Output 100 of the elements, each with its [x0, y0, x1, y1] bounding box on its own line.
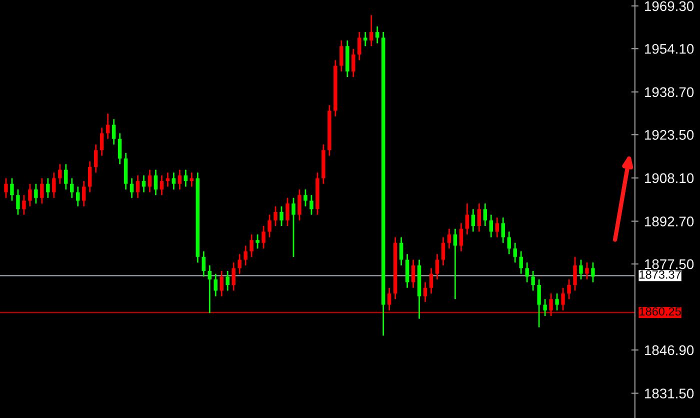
candlestick	[549, 292, 553, 317]
candlestick	[525, 262, 529, 283]
candlestick	[190, 172, 194, 188]
candlestick	[256, 234, 260, 250]
candlestick	[166, 172, 170, 188]
candlestick	[130, 178, 134, 199]
candlestick	[537, 278, 541, 328]
candlestick	[34, 183, 38, 204]
candlestick	[453, 228, 458, 300]
y-tick-label: 1846.90	[644, 345, 694, 356]
candlestick	[76, 186, 80, 208]
candlestick	[172, 172, 176, 190]
candlestick	[106, 112, 110, 140]
candlestick	[561, 287, 565, 312]
candlestick	[447, 228, 452, 250]
candlestick	[423, 282, 428, 303]
y-tick-label: 1892.70	[644, 216, 694, 226]
candlestick	[405, 253, 410, 289]
candlestick	[292, 197, 296, 258]
candlestick	[358, 31, 362, 61]
candlestick	[16, 188, 20, 216]
candlestick	[477, 202, 482, 232]
candlestick	[483, 202, 488, 227]
candlestick	[387, 287, 392, 312]
candlestick	[441, 236, 446, 266]
candlestick	[274, 206, 278, 227]
candlestick	[310, 194, 314, 216]
candlestick	[501, 216, 505, 244]
candlestick	[46, 178, 50, 199]
candlestick	[232, 262, 236, 292]
candlestick	[58, 163, 62, 185]
candlestick	[304, 188, 308, 208]
candlestick	[531, 270, 535, 292]
candlestick	[22, 194, 26, 216]
y-tick-label: 1938.70	[644, 87, 694, 98]
candlestick	[298, 188, 302, 222]
candlestick	[70, 178, 74, 199]
candlestick	[471, 208, 476, 232]
candlestick	[375, 26, 380, 44]
candlestick	[112, 118, 116, 146]
ref-line-label: 1860.25	[640, 307, 681, 316]
y-tick-label: 1954.10	[644, 44, 694, 54]
candlestick	[100, 126, 104, 156]
candlestick	[495, 216, 499, 238]
candlestick	[268, 214, 272, 238]
candlestick	[154, 169, 158, 196]
candlestick	[208, 264, 212, 314]
candlestick	[52, 172, 56, 199]
candlestick	[4, 178, 8, 199]
candlestick	[411, 259, 416, 289]
candlestick	[136, 174, 140, 199]
candlestick	[352, 48, 356, 78]
candlestick	[28, 183, 32, 208]
candlestick	[555, 292, 559, 312]
candlestick	[507, 230, 511, 255]
candlestick	[585, 262, 589, 280]
candlestick	[465, 202, 470, 236]
candlestick	[244, 244, 248, 266]
candlestick	[573, 256, 577, 292]
candlestick	[513, 242, 517, 264]
candlestick	[459, 222, 464, 252]
candlestick	[178, 169, 182, 190]
candlestick	[435, 253, 440, 280]
candlestick	[238, 253, 242, 274]
candlestick	[184, 169, 188, 188]
candlestick	[579, 259, 583, 280]
y-tick-label: 1877.50	[644, 259, 694, 270]
candlestick	[519, 250, 523, 274]
y-tick-label: 1969.30	[644, 1, 694, 12]
candlestick	[10, 178, 14, 202]
candlestick	[399, 236, 404, 266]
candlestick	[160, 174, 164, 196]
candlestick	[262, 225, 266, 250]
candlestick	[64, 163, 68, 190]
candlestick	[202, 250, 206, 278]
candlestick	[429, 267, 434, 294]
candlestick	[370, 14, 374, 47]
candlestick	[286, 197, 290, 227]
y-tick-label: 1908.10	[644, 173, 694, 184]
candlestick	[567, 278, 571, 300]
candlestick	[118, 132, 122, 165]
candlestick	[88, 160, 92, 193]
candlestick	[142, 174, 146, 193]
candlestick	[340, 40, 344, 72]
candlestick	[543, 298, 547, 317]
candlestick	[94, 144, 98, 174]
y-tick-label: 1831.50	[644, 388, 694, 398]
candlestick	[591, 262, 595, 283]
candlestick	[489, 214, 494, 238]
candlestick	[250, 234, 254, 258]
candlestick	[364, 31, 368, 47]
candlestick	[280, 206, 284, 227]
candlestick	[40, 178, 44, 204]
candlestick	[220, 270, 224, 297]
candlestick	[148, 169, 152, 193]
y-tick-label: 1923.50	[644, 130, 694, 140]
candlestick	[214, 273, 218, 297]
candlestick	[226, 270, 230, 292]
ref-line-label: 1873.37	[640, 270, 681, 279]
candlestick	[82, 180, 86, 208]
